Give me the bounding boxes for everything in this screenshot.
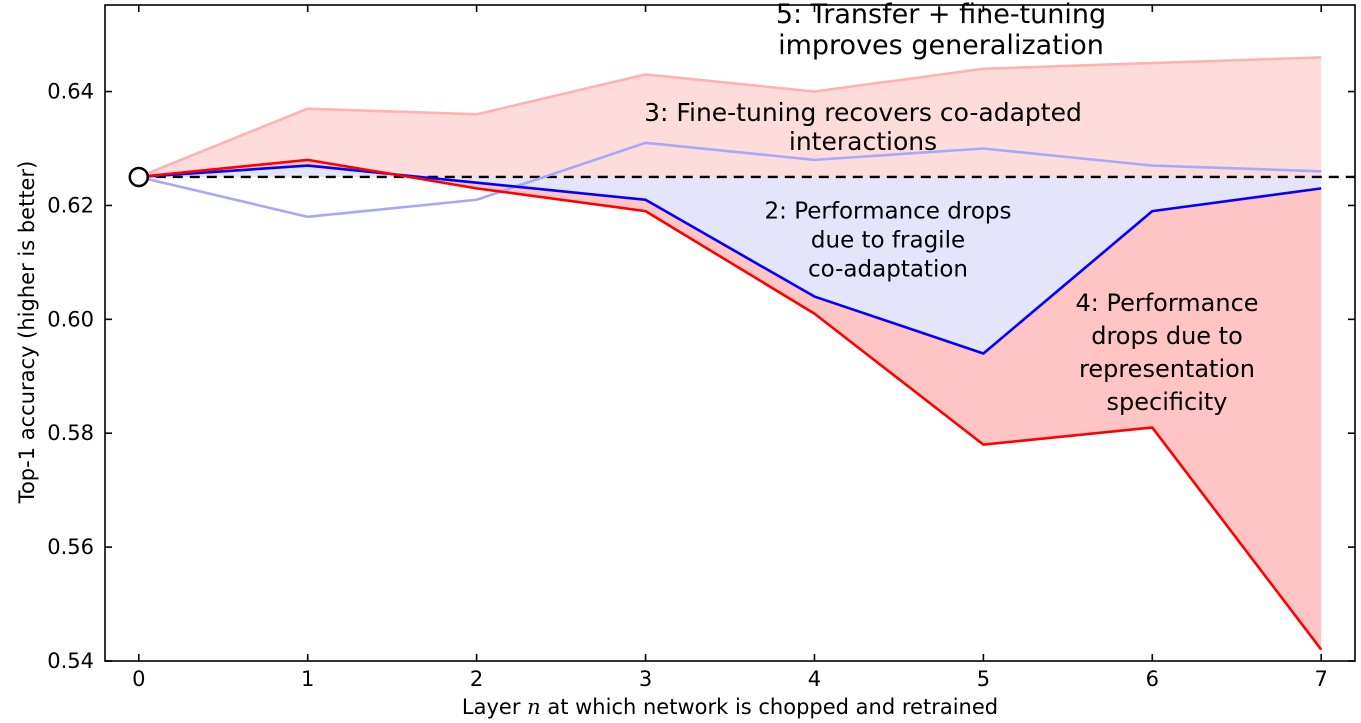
- series-line-fragile-coadaptation: [138, 164, 1322, 355]
- plot-frame: [104, 4, 1356, 662]
- x-axis-label: Layer n at which network is chopped and …: [462, 695, 998, 719]
- y-tick-label: 0.54: [47, 649, 94, 673]
- x-axis-label-variable: n: [527, 695, 541, 719]
- fill-region-transfer-finetune: [138, 57, 1322, 177]
- y-tick-label: 0.64: [47, 80, 94, 104]
- series-line-representation-specificity: [138, 158, 1323, 651]
- series-line-transfer-finetune: [138, 56, 1322, 179]
- x-tick-label: 5: [977, 667, 990, 691]
- x-tick-label: 1: [301, 667, 314, 691]
- x-tick-label: 4: [808, 667, 821, 691]
- series-line-finetune-recovers: [138, 141, 1322, 219]
- fill-region-representation-specificity: [138, 159, 1322, 650]
- x-tick-label: 3: [639, 667, 652, 691]
- x-axis-label-pre: Layer: [461, 695, 528, 719]
- x-tick-label: 0: [132, 667, 145, 691]
- y-tick-label: 0.60: [47, 307, 94, 331]
- y-axis-label: Top-1 accuracy (higher is better): [15, 160, 39, 504]
- y-tick-label: 0.56: [47, 535, 94, 559]
- annotation-fragile-coadaptation: 2: Performance drops due to fragile co-a…: [764, 198, 1012, 283]
- fill-region-fragile-coadaptation: [138, 165, 1322, 354]
- annotation-transfer-finetune-generalization: 5: Transfer + fine-tuning improves gener…: [775, 0, 1107, 61]
- y-tick-label: 0.58: [47, 421, 94, 445]
- x-tick-label: 7: [1315, 667, 1328, 691]
- y-tick-label: 0.62: [47, 193, 94, 217]
- annotation-representation-specificity: 4: Performance drops due to representati…: [1075, 288, 1259, 417]
- x-tick-label: 2: [470, 667, 483, 691]
- annotation-finetune-recovers-coadaptation: 3: Fine-tuning recovers co-adapted inter…: [644, 98, 1082, 156]
- x-tick-label: 6: [1146, 667, 1159, 691]
- x-axis-label-post: at which network is chopped and retraine…: [540, 695, 999, 719]
- start-marker: [128, 166, 150, 188]
